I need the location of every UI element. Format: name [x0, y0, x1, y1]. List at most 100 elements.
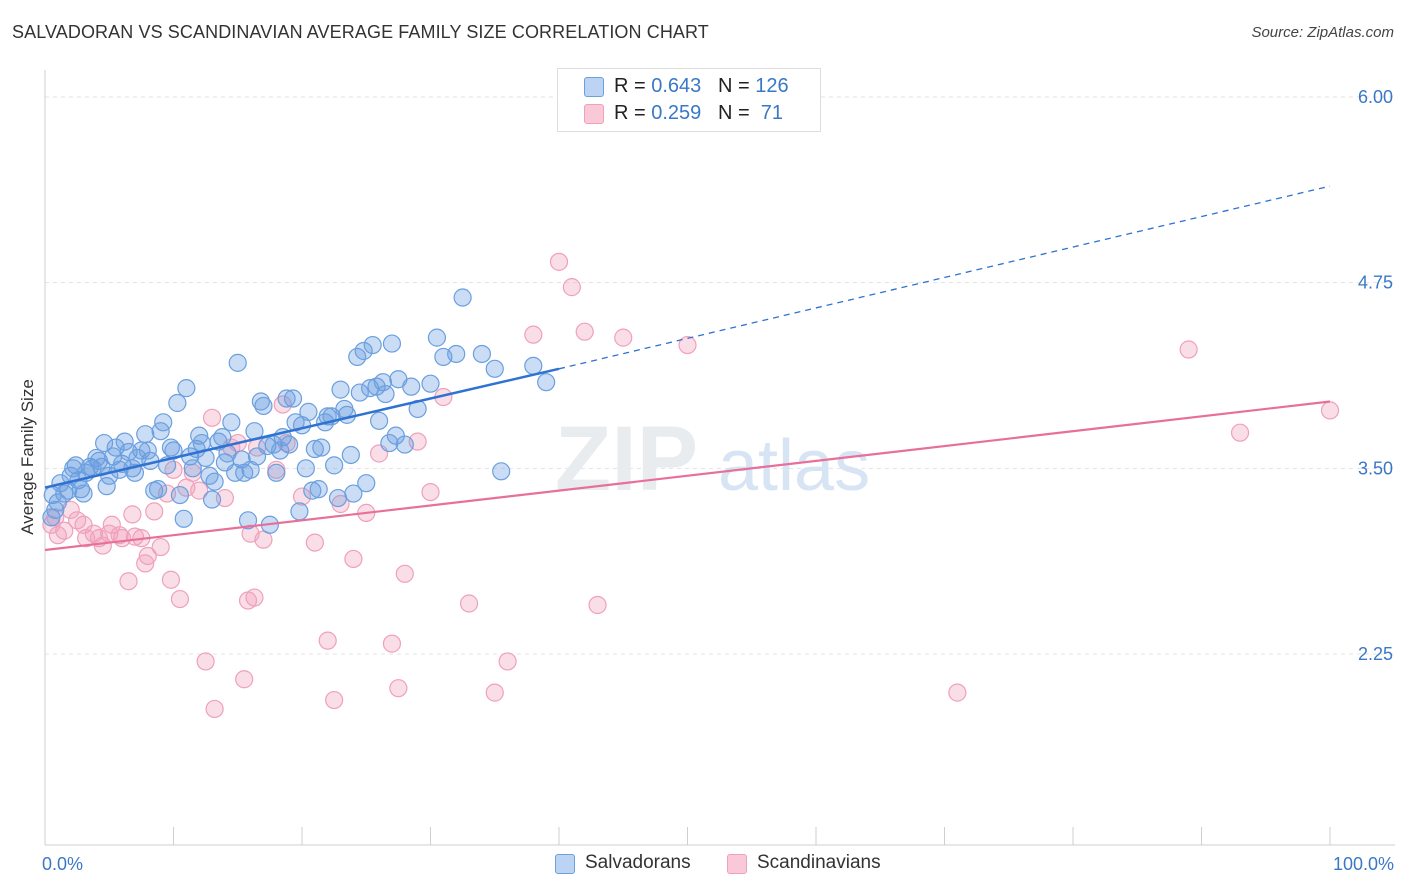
scandinavian-point [1179, 340, 1198, 359]
scandinavian-point [421, 482, 440, 502]
scandinavian-point [145, 502, 164, 521]
scandinavian-point [292, 487, 312, 506]
legend-n-value: 126 [755, 75, 789, 97]
legend-r-value: 0.643 [651, 75, 702, 97]
scandinavian-point [151, 537, 170, 557]
salvadoran-point [267, 463, 286, 482]
watermark-atlas: atlas [718, 426, 870, 506]
salvadoran-point [370, 411, 389, 430]
bottom-legend-scandinavians: Scandinavians [757, 852, 881, 873]
salvadoran-point [238, 511, 258, 530]
salvadoran-point [325, 456, 344, 475]
scandinavian-point [562, 278, 581, 297]
salvadoran-point [299, 402, 318, 421]
salvadoran-point [537, 373, 556, 392]
legend-r-label: R = [614, 102, 652, 124]
watermark-zip: ZIP [555, 408, 698, 510]
scandinavian-point [325, 690, 344, 710]
salvadoran-point [213, 428, 232, 447]
salvadoran-point [95, 433, 114, 453]
salvadoran-point [97, 477, 116, 496]
source-label: Source: ZipAtlas.com [1251, 24, 1394, 41]
scandinavian-point [395, 564, 414, 583]
legend-r-label: R = [614, 75, 652, 97]
salvadoran-point [232, 450, 251, 469]
scandinavian-point [459, 594, 479, 613]
scandinavian-point [344, 549, 363, 569]
salvadoran-point [148, 480, 168, 499]
salvadoran-point [183, 459, 202, 478]
salvadoran-point [524, 356, 543, 375]
salvadoran-point [296, 459, 315, 478]
salvadoran-point [376, 384, 395, 404]
scandinavian-point [948, 683, 967, 702]
scandinavian-point [235, 670, 254, 689]
y-tick-label: 4.75 [1358, 273, 1393, 293]
salvadoran-point [344, 484, 363, 503]
scandinavian-point [549, 252, 569, 271]
axes [44, 70, 1395, 846]
tick-labels: 2.25 3.50 4.75 6.00 0.0% 100.0% [42, 87, 1394, 874]
scandinavian-point [614, 328, 633, 347]
bottom-legend-salvadorans: Salvadorans [585, 852, 691, 873]
salvadoran-points [42, 288, 556, 534]
scandinavian-point [170, 589, 190, 609]
scandinavian-point [389, 679, 408, 698]
legend-swatch-salvadorans [584, 77, 604, 97]
salvadoran-trend-extension [558, 185, 1331, 370]
salvadoran-point [485, 359, 504, 378]
scandinavian-point [123, 505, 142, 524]
salvadoran-point [115, 432, 134, 451]
salvadoran-point [46, 500, 65, 520]
salvadoran-point [354, 341, 373, 361]
scandinavian-point [678, 335, 697, 355]
salvadoran-point [402, 377, 421, 396]
legend-n-label: N = [717, 102, 756, 124]
salvadoran-point [363, 335, 382, 355]
scandinavian-point [161, 570, 181, 589]
salvadoran-point [492, 462, 511, 481]
y-tick-label: 2.25 [1358, 644, 1393, 664]
salvadoran-point [380, 433, 399, 453]
scandinavian-point [1230, 423, 1250, 442]
salvadoran-point [305, 439, 324, 459]
x-tick-label-max: 100.0% [1333, 854, 1394, 874]
salvadoran-point [136, 425, 155, 444]
salvadoran-point [202, 490, 222, 509]
salvadoran-point [190, 426, 209, 445]
legend-r-value: 0.259 [651, 102, 702, 124]
scandinavian-point [55, 521, 74, 540]
salvadoran-point [154, 413, 173, 432]
scandinavian-point [136, 554, 155, 573]
salvadoran-point [328, 488, 348, 508]
scandinavian-point [588, 595, 607, 615]
salvadoran-point [283, 389, 303, 408]
x-tick-label-min: 0.0% [42, 854, 83, 874]
salvadoran-point [373, 373, 393, 392]
bottom-legend-swatch-scandinavians [727, 854, 747, 874]
salvadoran-point [427, 328, 447, 347]
bottom-legend-swatch-salvadorans [555, 854, 575, 874]
scandinavian-point [498, 652, 517, 671]
scandinavian-points [42, 93, 1340, 719]
salvadoran-point [280, 435, 299, 454]
scandinavian-point [110, 526, 129, 545]
scandinavian-point [1320, 401, 1340, 420]
salvadoran-point [341, 445, 360, 465]
scandinavian-point [575, 322, 594, 341]
salvadoran-point [271, 441, 290, 460]
scandinavian-point [196, 652, 215, 671]
salvadoran-point [290, 502, 309, 521]
salvadoran-point [312, 438, 331, 457]
legend-n-value: 71 [755, 102, 784, 124]
scandinavian-point [190, 481, 209, 500]
salvadoran-point [48, 493, 67, 512]
scandinavian-point [202, 408, 222, 427]
scandinavian-point [524, 325, 543, 344]
salvadoran-point [168, 393, 187, 413]
scandinavian-point [245, 588, 264, 607]
salvadoran-point [177, 379, 196, 398]
watermark: ZIP atlas [555, 408, 870, 510]
legend-swatch-scandinavians [584, 104, 604, 124]
